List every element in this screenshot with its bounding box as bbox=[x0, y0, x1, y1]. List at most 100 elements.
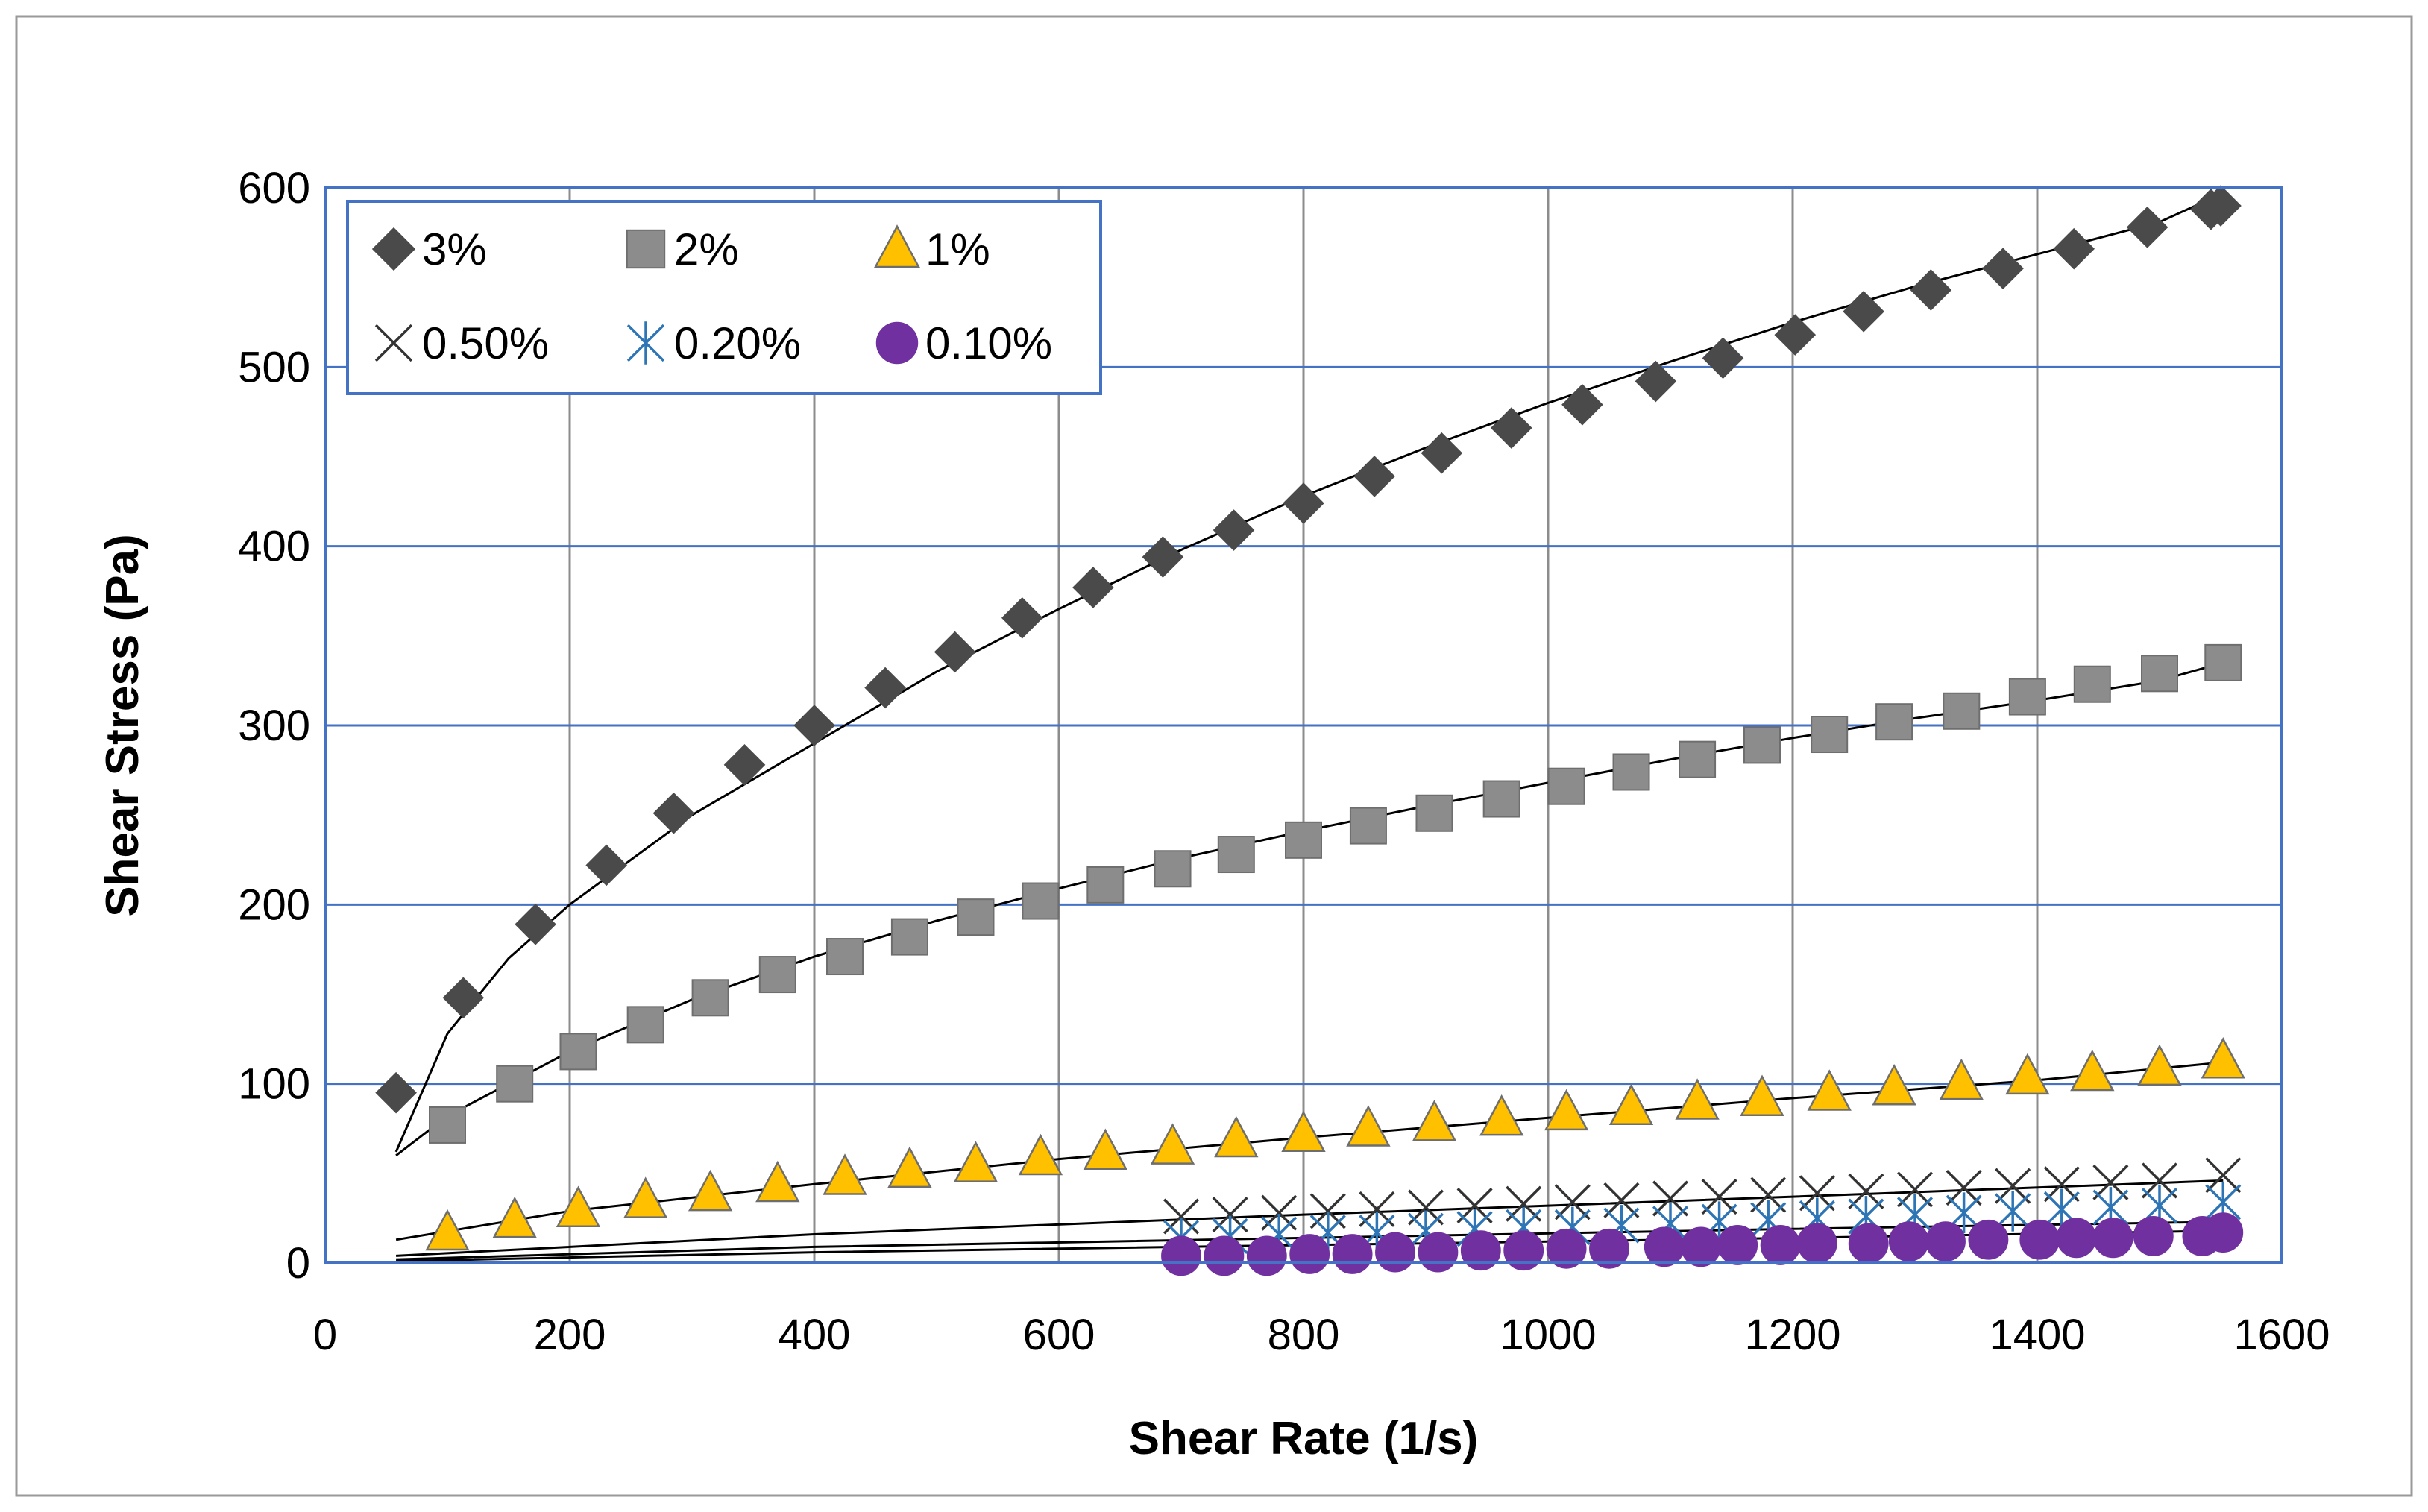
point-diamond-0 bbox=[585, 844, 628, 886]
legend-label-5: 0.10% bbox=[925, 318, 1052, 368]
point-triangle-2 bbox=[556, 1185, 601, 1227]
point-x-3 bbox=[1603, 1182, 1640, 1218]
point-triangle-2 bbox=[1018, 1133, 1063, 1176]
y-tick-label: 300 bbox=[238, 702, 310, 750]
legend-marker-2 bbox=[873, 224, 921, 268]
point-circle-5 bbox=[1848, 1223, 1889, 1264]
point-diamond-0 bbox=[1142, 536, 1184, 578]
point-diamond-0 bbox=[1702, 337, 1744, 379]
legend-marker-4 bbox=[626, 321, 665, 365]
legend-box bbox=[346, 200, 1102, 395]
y-tick-label: 500 bbox=[238, 343, 310, 391]
point-triangle-2 bbox=[1412, 1100, 1457, 1141]
x-tick-label: 600 bbox=[1023, 1311, 1095, 1359]
point-triangle-2 bbox=[1281, 1110, 1326, 1153]
point-square-1 bbox=[890, 918, 928, 956]
point-circle-5 bbox=[1418, 1232, 1459, 1273]
point-square-1 bbox=[1743, 726, 1781, 764]
point-square-1 bbox=[957, 898, 995, 936]
point-diamond-0 bbox=[1283, 482, 1324, 524]
point-square-1 bbox=[1285, 821, 1322, 859]
point-diamond-0 bbox=[1774, 314, 1817, 356]
point-square-1 bbox=[1547, 767, 1585, 805]
x-tick-label: 0 bbox=[313, 1311, 337, 1359]
point-x-3 bbox=[2043, 1166, 2080, 1203]
y-tick-label: 100 bbox=[238, 1060, 310, 1109]
point-square-1 bbox=[496, 1065, 534, 1103]
point-circle-5 bbox=[2133, 1216, 2174, 1256]
point-square-1 bbox=[1086, 866, 1125, 904]
point-circle-5 bbox=[1717, 1225, 1758, 1265]
point-triangle-2 bbox=[823, 1153, 867, 1195]
point-square-1 bbox=[691, 979, 729, 1017]
point-x-3 bbox=[1701, 1179, 1737, 1215]
point-diamond-0 bbox=[1982, 248, 2024, 289]
point-diamond-0 bbox=[1843, 291, 1884, 333]
point-diamond-0 bbox=[864, 667, 906, 709]
x-axis-title: Shear Rate (1/s) bbox=[1129, 1413, 1479, 1464]
point-square-1 bbox=[1022, 882, 1060, 920]
point-triangle-2 bbox=[1083, 1128, 1128, 1171]
x-tick-label: 800 bbox=[1268, 1311, 1340, 1359]
point-square-1 bbox=[1482, 780, 1520, 818]
point-diamond-0 bbox=[2200, 185, 2242, 227]
point-circle-5 bbox=[1546, 1228, 1587, 1269]
point-x-3 bbox=[1652, 1180, 1689, 1217]
point-diamond-0 bbox=[1001, 596, 1043, 639]
point-diamond-0 bbox=[934, 631, 976, 673]
point-x-3 bbox=[1554, 1184, 1591, 1220]
point-triangle-2 bbox=[755, 1160, 800, 1203]
point-triangle-2 bbox=[1479, 1094, 1524, 1136]
point-x-3 bbox=[2141, 1162, 2178, 1199]
point-asterisk-4 bbox=[1995, 1190, 2031, 1232]
x-tick-label: 1600 bbox=[2233, 1311, 2330, 1359]
point-diamond-0 bbox=[1561, 383, 1603, 426]
point-triangle-2 bbox=[1872, 1064, 1916, 1106]
point-triangle-2 bbox=[953, 1141, 998, 1182]
point-triangle-2 bbox=[1608, 1083, 1654, 1125]
point-diamond-0 bbox=[723, 744, 766, 786]
plot-area-border bbox=[324, 186, 2283, 1264]
point-square-1 bbox=[1811, 716, 1849, 754]
point-diamond-0 bbox=[515, 903, 556, 945]
x-tick-label: 1000 bbox=[1500, 1311, 1596, 1359]
point-diamond-0 bbox=[442, 977, 485, 1019]
point-circle-5 bbox=[1796, 1223, 1837, 1264]
point-diamond-0 bbox=[793, 705, 835, 746]
y-tick-label: 0 bbox=[286, 1239, 310, 1288]
legend-marker-0 bbox=[371, 227, 416, 271]
point-circle-5 bbox=[1246, 1235, 1287, 1276]
point-circle-5 bbox=[2203, 1212, 2244, 1253]
legend-label-0: 3% bbox=[422, 224, 487, 274]
point-square-1 bbox=[1415, 794, 1453, 832]
point-square-1 bbox=[1875, 703, 1913, 741]
point-circle-5 bbox=[1503, 1230, 1544, 1271]
data-markers bbox=[375, 185, 2245, 1276]
point-circle-5 bbox=[2019, 1219, 2060, 1260]
legend-label-2: 1% bbox=[925, 224, 990, 274]
point-triangle-2 bbox=[1150, 1123, 1195, 1165]
axis-titles: Shear Rate (1/s) Shear Stress (Pa) bbox=[97, 534, 1478, 1464]
point-triangle-2 bbox=[1675, 1078, 1720, 1120]
point-circle-5 bbox=[1460, 1230, 1501, 1271]
point-triangle-2 bbox=[2137, 1044, 2182, 1086]
legend-label-1: 2% bbox=[674, 224, 739, 274]
point-x-3 bbox=[1799, 1175, 1835, 1212]
point-triangle-2 bbox=[1544, 1089, 1589, 1131]
point-circle-5 bbox=[1925, 1221, 1966, 1262]
legend-marker-3 bbox=[374, 324, 413, 362]
point-triangle-2 bbox=[1214, 1115, 1259, 1158]
legend: 3% 2% 1% 0.50% 0.20% 0.10% bbox=[346, 200, 1102, 395]
point-square-1 bbox=[429, 1106, 466, 1144]
point-diamond-0 bbox=[2126, 207, 2168, 248]
point-triangle-2 bbox=[1346, 1105, 1391, 1147]
legend-label-3: 0.50% bbox=[422, 318, 549, 368]
point-diamond-0 bbox=[1490, 407, 1532, 449]
tick-labels: 0 200 400 600 800 1000 1200 1400 1600 0 100 200 300 4… bbox=[238, 164, 2330, 1359]
point-square-1 bbox=[2008, 678, 2046, 716]
point-square-1 bbox=[1217, 836, 1255, 874]
point-square-1 bbox=[2204, 643, 2242, 681]
point-diamond-0 bbox=[1635, 360, 1677, 403]
point-triangle-2 bbox=[688, 1169, 733, 1212]
